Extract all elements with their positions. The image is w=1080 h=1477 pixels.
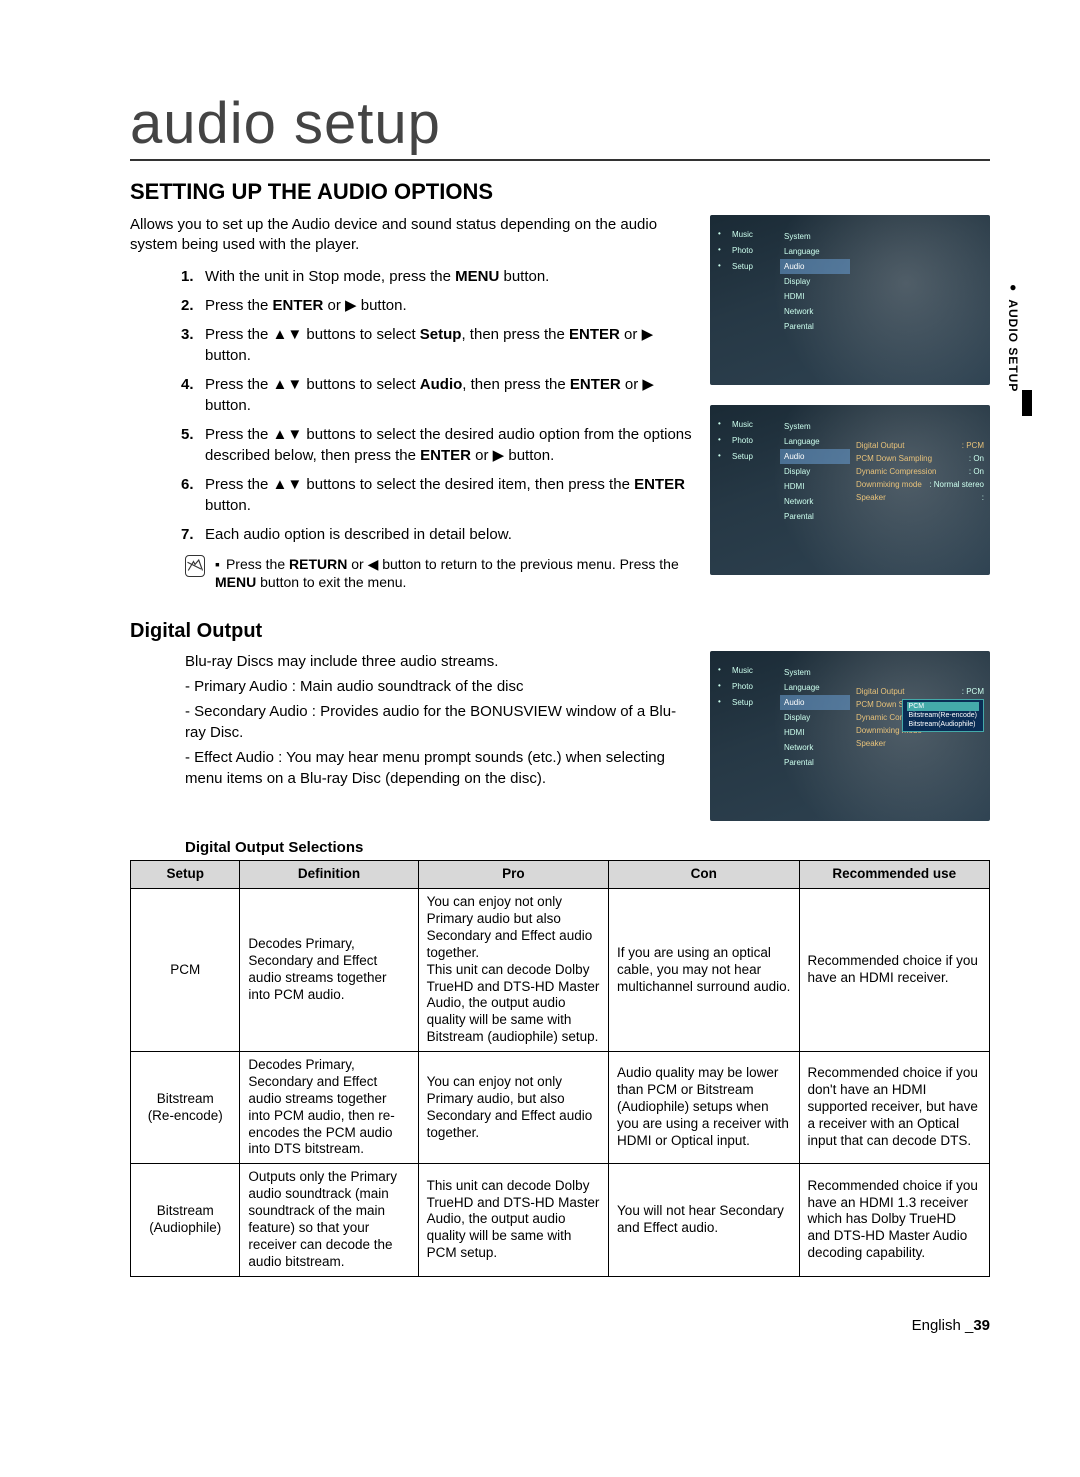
table-cell: PCM [131, 889, 240, 1052]
step-item: With the unit in Stop mode, press the ME… [205, 266, 692, 287]
table-cell: Recommended choice if you have an HDMI r… [799, 889, 990, 1052]
step-item: Press the ▲▼ buttons to select Setup, th… [205, 324, 692, 366]
digital-output-heading: Digital Output [130, 620, 692, 643]
step-item: Press the ▲▼ buttons to select the desir… [205, 424, 692, 466]
digital-output-body: Blu-ray Discs may include three audio st… [130, 651, 692, 821]
table-header: Pro [418, 861, 608, 889]
steps-list: With the unit in Stop mode, press the ME… [130, 266, 692, 545]
table-cell: You can enjoy not only Primary audio, bu… [418, 1052, 608, 1164]
table-cell: Bitstream(Re-encode) [131, 1052, 240, 1164]
step-item: Press the ENTER or ▶ button. [205, 295, 692, 316]
table-row: Bitstream(Re-encode)Decodes Primary, Sec… [131, 1052, 990, 1164]
intro-text: Allows you to set up the Audio device an… [130, 215, 692, 256]
step-item: Press the ▲▼ buttons to select the desir… [205, 474, 692, 516]
side-tab-marker [1022, 390, 1032, 416]
table-header: Definition [240, 861, 418, 889]
digital-output-selections-table: SetupDefinitionProConRecommended use PCM… [130, 860, 990, 1276]
table-cell: You can enjoy not only Primary audio but… [418, 889, 608, 1052]
table-row: PCMDecodes Primary, Secondary and Effect… [131, 889, 990, 1052]
step-item: Press the ▲▼ buttons to select Audio, th… [205, 374, 692, 416]
step-item: Each audio option is described in detail… [205, 524, 692, 545]
table-cell: This unit can decode Dolby TrueHD and DT… [418, 1164, 608, 1276]
section-heading: SETTING UP THE AUDIO OPTIONS [130, 179, 990, 205]
table-title: Digital Output Selections [185, 839, 990, 856]
table-cell: You will not hear Secondary and Effect a… [609, 1164, 799, 1276]
table-cell: Outputs only the Primary audio soundtrac… [240, 1164, 418, 1276]
table-cell: If you are using an optical cable, you m… [609, 889, 799, 1052]
table-row: Bitstream(Audiophile)Outputs only the Pr… [131, 1164, 990, 1276]
side-tab-label: ● AUDIO SETUP [1006, 280, 1020, 392]
table-cell: Audio quality may be lower than PCM or B… [609, 1052, 799, 1164]
table-cell: Recommended choice if you don't have an … [799, 1052, 990, 1164]
page-title: audio setup [130, 90, 990, 161]
note-icon [185, 555, 205, 577]
table-cell: Recommended choice if you have an HDMI 1… [799, 1164, 990, 1276]
table-cell: Decodes Primary, Secondary and Effect au… [240, 889, 418, 1052]
table-header: Con [609, 861, 799, 889]
page-footer: English _39 [130, 1317, 990, 1334]
table-cell: Decodes Primary, Secondary and Effect au… [240, 1052, 418, 1164]
table-cell: Bitstream(Audiophile) [131, 1164, 240, 1276]
screenshot-setup-menu: •Music•Photo•Setup SystemLanguageAudioDi… [710, 215, 990, 385]
screenshot-digital-output-popup: •Music•Photo•Setup SystemLanguageAudioDi… [710, 651, 990, 821]
table-header: Setup [131, 861, 240, 889]
note-text: ▪Press the RETURN or ◀ button to return … [215, 555, 692, 593]
screenshot-audio-options: •Music•Photo•Setup SystemLanguageAudioDi… [710, 405, 990, 575]
note-row: ▪Press the RETURN or ◀ button to return … [185, 555, 692, 593]
table-header: Recommended use [799, 861, 990, 889]
